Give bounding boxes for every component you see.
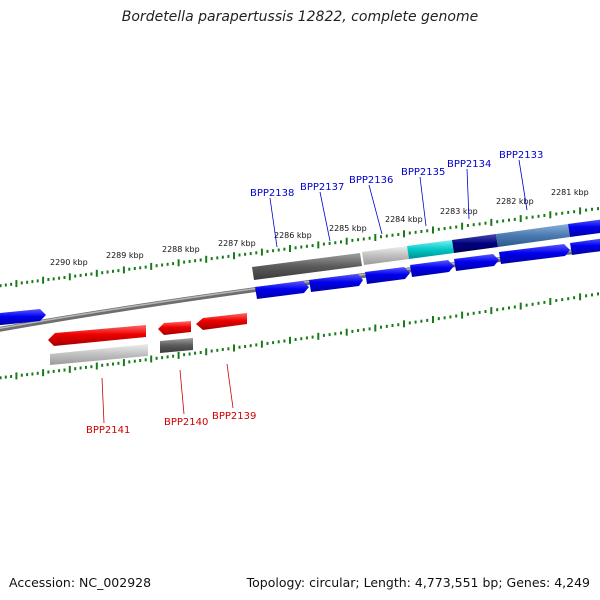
gene-arrow-bpp2138[interactable] <box>255 281 309 299</box>
feature-bar[interactable] <box>252 253 362 280</box>
gene-arrow-bpp2137[interactable] <box>309 274 363 292</box>
kbp-label: 2281 kbp <box>551 188 589 197</box>
leader-line <box>101 377 105 424</box>
feature-bar[interactable] <box>568 219 600 237</box>
gene-label-bpp2135[interactable]: BPP2135 <box>401 167 445 178</box>
kbp-label: 2283 kbp <box>440 207 478 216</box>
feature-bar[interactable] <box>50 344 148 365</box>
leader-line <box>269 197 278 248</box>
leader-line <box>368 184 383 235</box>
reverse-gene-arrows <box>48 313 247 346</box>
feature-bar[interactable] <box>160 338 193 353</box>
accession-text: Accession: NC_002928 <box>9 575 152 590</box>
kbp-label: 2282 kbp <box>496 197 534 206</box>
gene-arrow-left-edge[interactable] <box>0 309 46 326</box>
gene-label-bpp2138[interactable]: BPP2138 <box>250 188 294 199</box>
kbp-labels: 2290 kbp 2289 kbp 2288 kbp 2287 kbp 2286… <box>50 188 589 267</box>
gene-arrow-right-edge[interactable] <box>570 238 600 255</box>
gene-arrow-bpp2140[interactable] <box>158 321 191 335</box>
forward-feature-row <box>252 219 600 280</box>
kbp-label: 2289 kbp <box>106 251 144 260</box>
feature-bar[interactable] <box>452 234 498 253</box>
page-title: Bordetella parapertussis 12822, complete… <box>121 9 479 25</box>
lower-tick-scale <box>0 292 599 380</box>
gene-label-bpp2139[interactable]: BPP2139 <box>212 411 256 422</box>
topology-text: Topology: circular; Length: 4,773,551 bp… <box>246 575 590 590</box>
kbp-label: 2287 kbp <box>218 239 256 248</box>
gene-arrow-bpp2134[interactable] <box>454 254 499 271</box>
kbp-label: 2290 kbp <box>50 258 88 267</box>
feature-bar[interactable] <box>407 240 454 259</box>
forward-gene-labels: BPP2138 BPP2137 BPP2136 BPP2135 BPP2134 … <box>250 150 543 248</box>
feature-bar[interactable] <box>362 246 409 265</box>
kbp-label: 2285 kbp <box>329 224 367 233</box>
kbp-label: 2286 kbp <box>274 231 312 240</box>
gene-label-bpp2134[interactable]: BPP2134 <box>447 159 491 170</box>
reverse-feature-row <box>50 338 193 365</box>
gene-label-bpp2136[interactable]: BPP2136 <box>349 175 393 186</box>
leader-line <box>466 168 470 220</box>
gene-arrow-bpp2136[interactable] <box>365 267 410 284</box>
forward-gene-arrows <box>0 238 600 326</box>
feature-bar[interactable] <box>496 224 570 247</box>
upper-tick-scale <box>0 207 599 288</box>
leader-line <box>179 369 185 415</box>
kbp-label: 2284 kbp <box>385 215 423 224</box>
leader-line <box>419 176 427 227</box>
gene-arrow-bpp2135[interactable] <box>410 260 454 277</box>
leader-line <box>518 159 528 211</box>
gene-arrow-bpp2141[interactable] <box>48 325 146 346</box>
gene-label-bpp2133[interactable]: BPP2133 <box>499 150 543 161</box>
kbp-label: 2288 kbp <box>162 245 200 254</box>
gene-label-bpp2140[interactable]: BPP2140 <box>164 417 208 428</box>
reverse-gene-labels: BPP2141 BPP2140 BPP2139 <box>86 363 256 436</box>
gene-label-bpp2141[interactable]: BPP2141 <box>86 425 130 436</box>
leader-line <box>226 363 234 409</box>
leader-line <box>319 191 331 242</box>
gene-arrow-bpp2133[interactable] <box>499 244 570 264</box>
gene-arrow-bpp2139[interactable] <box>196 313 247 330</box>
gene-label-bpp2137[interactable]: BPP2137 <box>300 182 344 193</box>
